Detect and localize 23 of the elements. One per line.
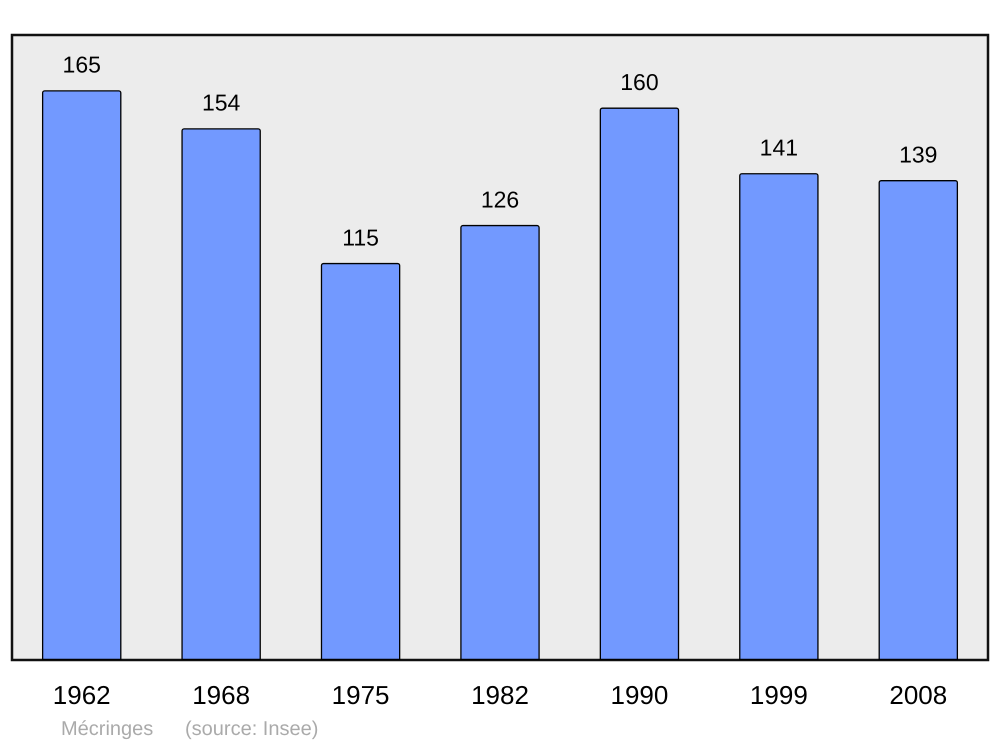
- text: Mécringes: [61, 718, 154, 740]
- x-tick-label: 1962: [52, 680, 111, 710]
- data-label: 154: [202, 90, 241, 116]
- bar: [460, 224, 540, 660]
- bar: [600, 108, 680, 660]
- x-tick-label: 1975: [332, 680, 390, 710]
- x-tick-label: 1990: [610, 680, 668, 710]
- data-label: 115: [342, 224, 379, 250]
- x-tick-label: 1982: [471, 680, 529, 710]
- bar: [320, 262, 400, 660]
- bar: [739, 173, 819, 660]
- x-tick-label: 1968: [192, 680, 250, 710]
- x-tick-label: 1999: [750, 680, 808, 710]
- data-label: 165: [62, 52, 101, 78]
- x-tick-label: 2008: [889, 680, 948, 710]
- bar: [181, 128, 261, 660]
- text: (source: Insee): [185, 718, 318, 740]
- data-label: 126: [480, 186, 520, 212]
- data-label: 141: [760, 134, 798, 161]
- bar: [878, 180, 958, 660]
- bar: [42, 90, 122, 660]
- data-label: 139: [899, 142, 938, 168]
- data-label: 160: [620, 69, 659, 96]
